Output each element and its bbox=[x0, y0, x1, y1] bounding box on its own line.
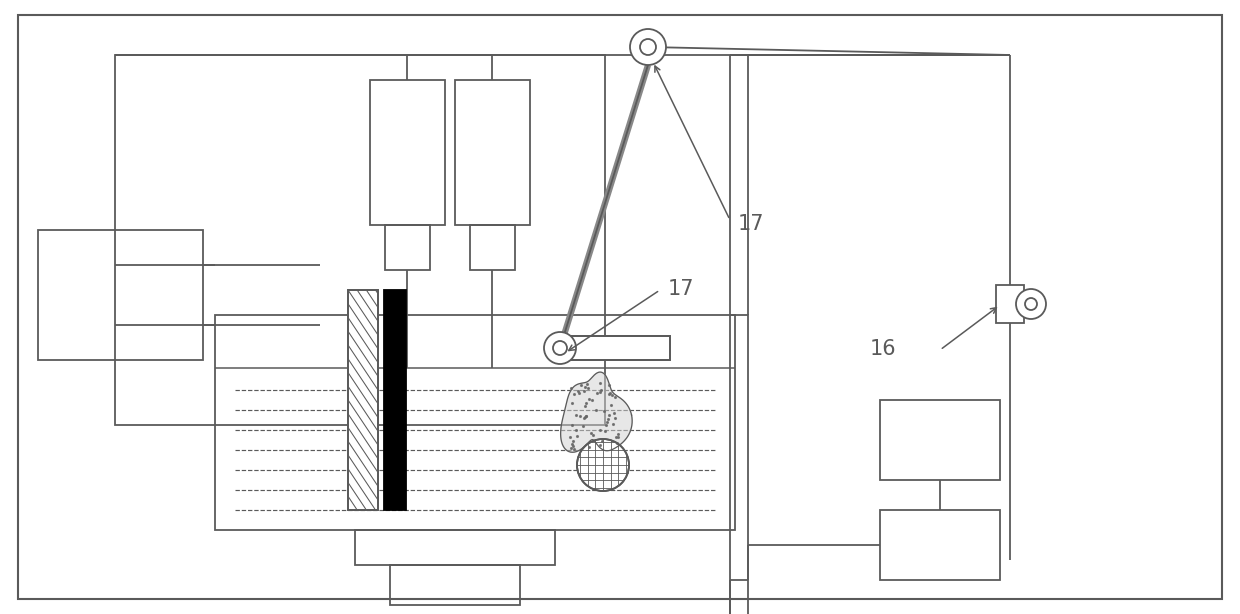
Bar bbox=[348, 290, 378, 510]
Bar bbox=[560, 336, 670, 360]
Bar bbox=[370, 80, 445, 225]
Bar bbox=[730, 315, 748, 614]
Bar bbox=[880, 510, 999, 580]
Bar bbox=[215, 315, 735, 530]
Text: 17: 17 bbox=[668, 279, 694, 299]
Bar bbox=[880, 400, 999, 480]
Bar bbox=[455, 80, 529, 225]
Circle shape bbox=[544, 332, 577, 364]
Polygon shape bbox=[560, 372, 632, 453]
Circle shape bbox=[577, 439, 629, 491]
Bar bbox=[384, 290, 405, 510]
Bar bbox=[391, 565, 520, 605]
Bar bbox=[470, 225, 515, 270]
Circle shape bbox=[630, 29, 666, 65]
Bar bbox=[996, 285, 1024, 323]
Bar bbox=[560, 336, 670, 360]
Bar bbox=[38, 230, 203, 360]
Bar bbox=[348, 290, 378, 510]
Bar bbox=[384, 225, 430, 270]
Bar bbox=[115, 55, 605, 425]
Text: 16: 16 bbox=[870, 339, 897, 359]
Circle shape bbox=[1016, 289, 1047, 319]
Text: 17: 17 bbox=[738, 214, 765, 234]
Bar bbox=[355, 530, 556, 565]
